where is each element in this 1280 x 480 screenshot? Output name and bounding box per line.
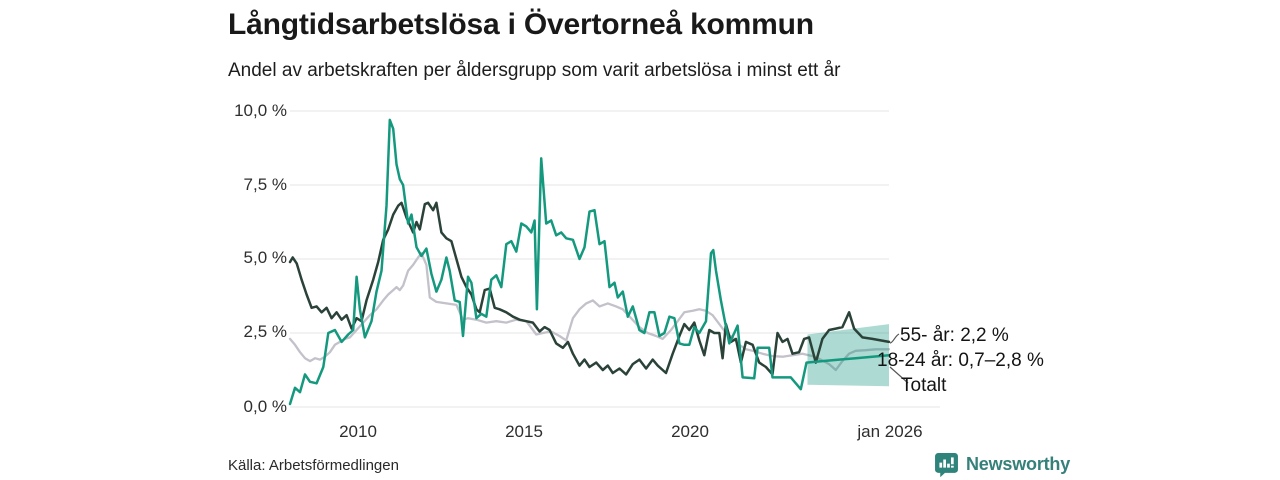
leader-line-totalt: [889, 366, 909, 384]
series-end-label-totalt: Totalt: [901, 375, 947, 396]
newsworthy-brand-name: Newsworthy: [966, 453, 1071, 474]
newsworthy-logo[interactable]: Newsworthy: [934, 450, 1070, 478]
page-title: Långtidsarbetslösa i Övertorneå kommun: [228, 8, 814, 41]
series-line-18-24 år: [288, 118, 891, 406]
series-end-label-18-24: 18-24 år: 0,7–2,8 %: [877, 350, 1044, 371]
y-axis-tick-label: 7,5 %: [243, 175, 287, 194]
chart-subtitle: Andel av arbetskraften per åldersgrupp s…: [228, 60, 841, 81]
y-axis-tick-label: 0,0 %: [243, 397, 287, 416]
y-axis-tick-label: 10,0 %: [234, 101, 287, 120]
series-line-Totalt: [288, 251, 891, 372]
x-axis-tick-label: jan 2026: [857, 422, 923, 441]
newsworthy-chart-bubble-icon: [935, 452, 958, 477]
source-attribution: Källa: Arbetsförmedlingen: [228, 457, 399, 474]
x-axis-tick-label: 2020: [671, 422, 709, 441]
leader-line-55: [889, 333, 900, 344]
series-line-55- år: [288, 201, 891, 376]
y-axis-tick-label: 2,5 %: [243, 322, 287, 341]
x-axis-tick-label: 2010: [339, 422, 377, 441]
forecast-band: [807, 324, 889, 387]
x-axis-tick-label: 2015: [505, 422, 543, 441]
y-axis-tick-label: 5,0 %: [243, 248, 287, 267]
series-end-label-55: 55- år: 2,2 %: [900, 325, 1009, 346]
